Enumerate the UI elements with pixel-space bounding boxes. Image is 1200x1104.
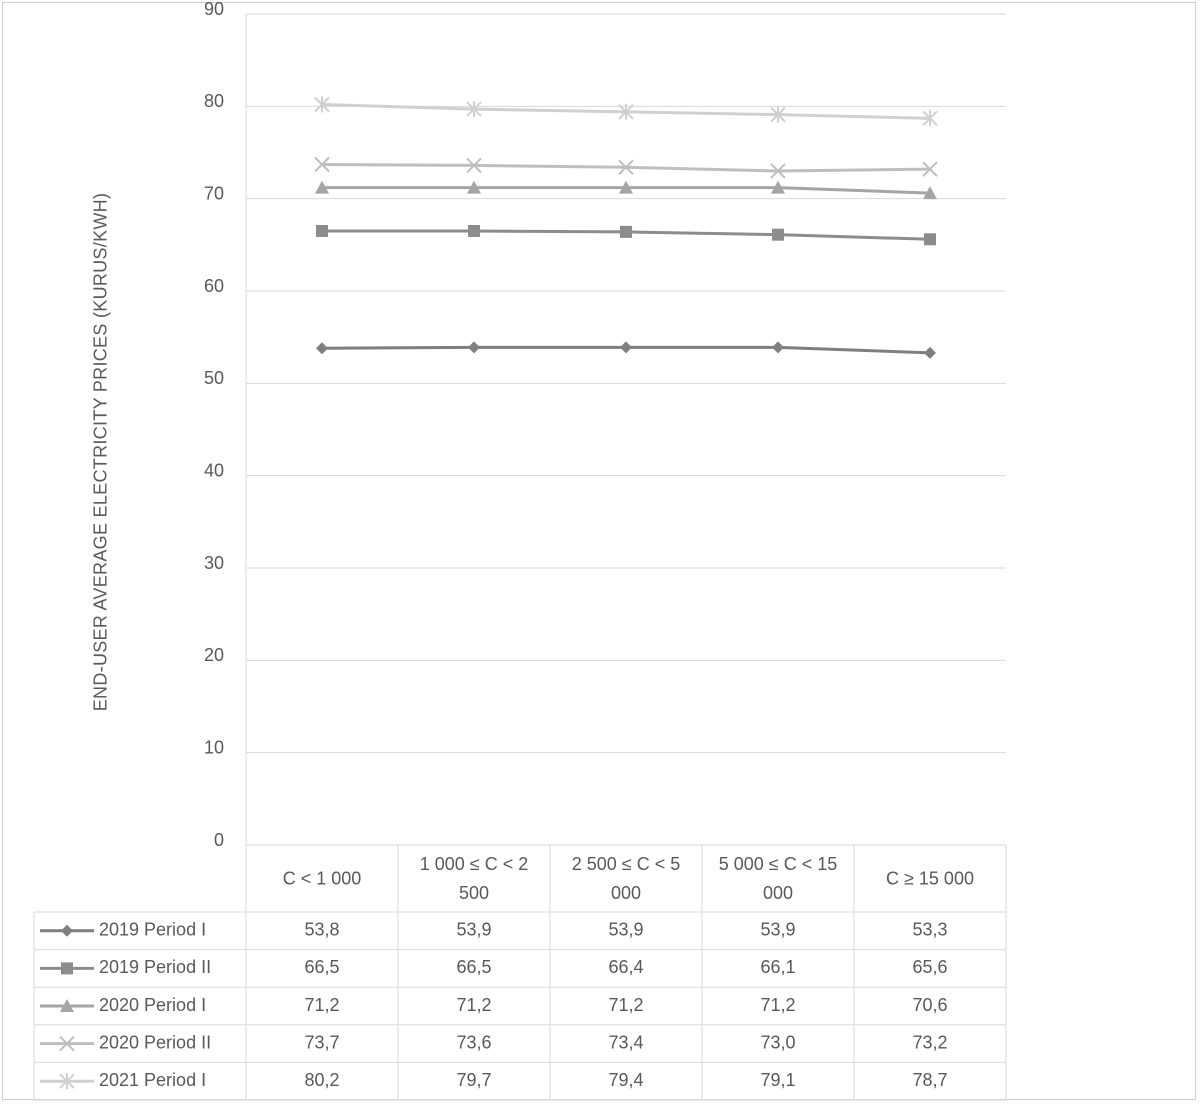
data-point	[923, 186, 937, 200]
data-label: 71,2	[304, 995, 339, 1015]
data-label: 70,6	[912, 995, 947, 1015]
data-label: 65,6	[912, 957, 947, 977]
data-point	[620, 341, 632, 354]
data-label: 73,6	[456, 1032, 491, 1052]
legend-label: 2020 Period I	[99, 995, 206, 1015]
y-tick-label: 80	[204, 91, 224, 111]
data-label: 73,2	[912, 1032, 947, 1052]
legend-label: 2019 Period I	[99, 920, 206, 940]
y-tick-label: 60	[204, 276, 224, 296]
category-label: 2 500 ≤ C < 5 000	[572, 854, 680, 903]
data-label: 66,4	[608, 957, 643, 977]
category-label: 1 000 ≤ C < 2 500	[420, 854, 528, 903]
data-label: 53,9	[456, 920, 491, 940]
data-label: 79,4	[608, 1070, 643, 1090]
data-point	[468, 224, 480, 237]
data-point	[924, 346, 936, 359]
data-point	[924, 233, 936, 246]
category-label: C < 1 000	[283, 869, 362, 889]
data-point	[59, 1073, 75, 1090]
y-tick-label: 0	[214, 830, 224, 850]
data-label: 66,5	[304, 957, 339, 977]
data-label: 53,3	[912, 920, 947, 940]
data-label: 53,9	[760, 920, 795, 940]
data-label: 73,0	[760, 1032, 795, 1052]
y-tick-label: 10	[204, 737, 224, 757]
data-point	[315, 180, 329, 194]
data-point	[468, 341, 480, 354]
data-point	[60, 999, 74, 1012]
data-point	[618, 159, 634, 175]
data-label: 73,4	[608, 1032, 643, 1052]
data-point	[770, 163, 786, 179]
data-point	[922, 161, 938, 177]
data-point	[314, 156, 330, 173]
y-tick-label: 50	[204, 368, 224, 388]
data-point	[316, 342, 328, 355]
data-label: 66,5	[456, 957, 491, 977]
y-tick-label: 70	[204, 183, 224, 203]
data-point	[61, 924, 73, 937]
data-label: 78,7	[912, 1070, 947, 1090]
legend-label: 2019 Period II	[99, 957, 211, 977]
data-point	[466, 101, 482, 118]
data-point	[59, 1035, 75, 1052]
data-label: 53,9	[608, 920, 643, 940]
y-tick-label: 30	[204, 553, 224, 573]
data-label: 79,1	[760, 1070, 795, 1090]
data-label: 80,2	[304, 1070, 339, 1090]
data-point	[922, 110, 938, 127]
data-point	[316, 224, 328, 237]
data-point	[467, 180, 481, 194]
data-point	[618, 103, 634, 120]
data-point	[466, 157, 482, 174]
legend-label: 2020 Period II	[99, 1032, 211, 1052]
y-tick-label: 40	[204, 460, 224, 480]
data-point	[770, 106, 786, 123]
data-point	[771, 180, 785, 194]
data-label: 79,7	[456, 1070, 491, 1090]
data-point	[772, 341, 784, 354]
data-label: 66,1	[760, 957, 795, 977]
legend-label: 2021 Period I	[99, 1070, 206, 1090]
data-point	[619, 180, 633, 194]
data-label: 71,2	[608, 995, 643, 1015]
data-label: 73,7	[304, 1032, 339, 1052]
category-label: C ≥ 15 000	[886, 869, 974, 889]
data-point	[61, 962, 73, 975]
y-tick-label: 90	[204, 0, 224, 19]
data-label: 53,8	[304, 920, 339, 940]
data-label: 71,2	[760, 995, 795, 1015]
data-point	[620, 225, 632, 238]
y-tick-label: 20	[204, 645, 224, 665]
data-point	[772, 228, 784, 241]
category-label: 5 000 ≤ C < 15 000	[719, 854, 837, 903]
data-point	[314, 96, 330, 113]
data-label: 71,2	[456, 995, 491, 1015]
